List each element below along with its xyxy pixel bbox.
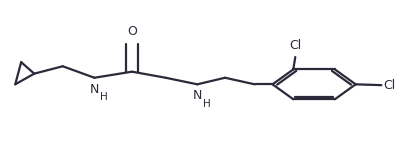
Text: H: H	[203, 99, 211, 109]
Text: N: N	[90, 83, 99, 96]
Text: H: H	[100, 93, 108, 103]
Text: Cl: Cl	[383, 79, 396, 92]
Text: Cl: Cl	[289, 39, 302, 52]
Text: O: O	[127, 25, 137, 38]
Text: N: N	[193, 89, 202, 102]
